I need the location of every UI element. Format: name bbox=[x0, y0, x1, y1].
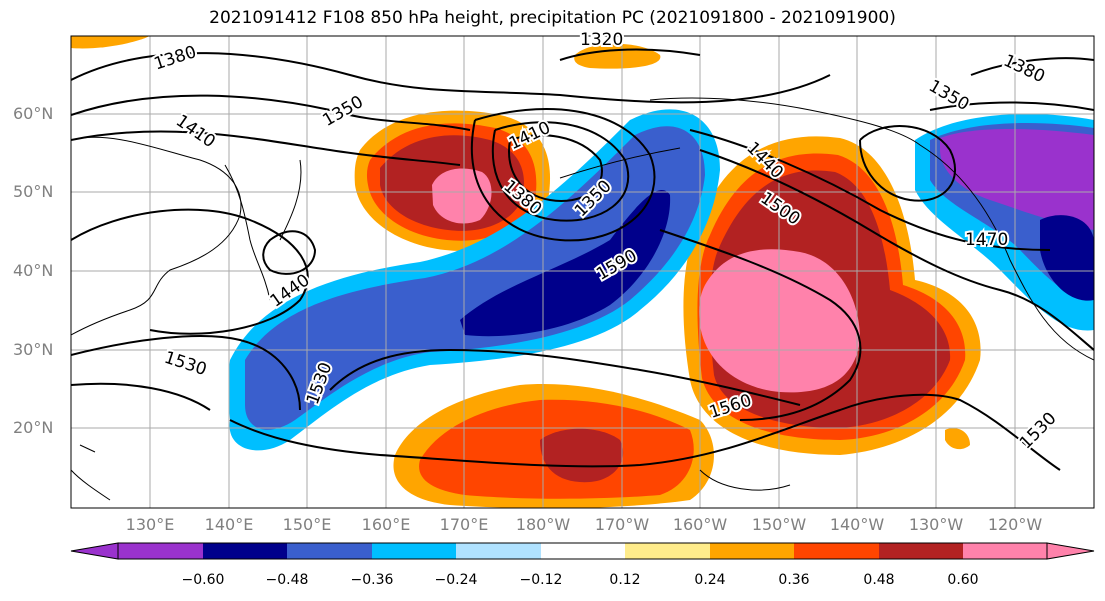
precipitation-shading bbox=[71, 36, 1094, 508]
coastlines bbox=[71, 97, 1094, 501]
colorbar-swatch bbox=[118, 543, 203, 559]
map-title: 2021091412 F108 850 hPa height, precipit… bbox=[209, 8, 896, 28]
lon-label: 180°W bbox=[515, 515, 571, 534]
colorbar-tick-label: 0.60 bbox=[947, 572, 979, 588]
lon-label: 140°W bbox=[829, 515, 885, 534]
contour-label: 1470 bbox=[965, 230, 1008, 250]
colorbar-swatch bbox=[710, 543, 794, 559]
lon-label: 120°W bbox=[987, 515, 1043, 534]
colorbar-swatch bbox=[541, 543, 625, 559]
colorbar-swatch bbox=[287, 543, 372, 559]
lat-label: 20°N bbox=[13, 418, 54, 437]
lon-label: 170°E bbox=[439, 515, 489, 534]
colorbar-tick-label: −0.24 bbox=[434, 572, 478, 588]
lat-label: 60°N bbox=[13, 104, 54, 123]
height-contours bbox=[71, 48, 1094, 471]
colorbar-swatch bbox=[372, 543, 456, 559]
lon-label: 150°W bbox=[751, 515, 807, 534]
lat-label: 40°N bbox=[13, 261, 54, 280]
colorbar bbox=[70, 542, 1095, 560]
lat-label: 30°N bbox=[13, 340, 54, 359]
colorbar-swatch bbox=[879, 543, 963, 559]
contour-label: 1320 bbox=[580, 30, 623, 50]
colorbar-tick-label: −0.60 bbox=[181, 572, 225, 588]
colorbar-tick-label: 0.48 bbox=[863, 572, 895, 588]
colorbar-swatch bbox=[456, 543, 541, 559]
lat-label: 50°N bbox=[13, 182, 54, 201]
lon-label: 130°W bbox=[908, 515, 964, 534]
colorbar-swatch bbox=[203, 543, 287, 559]
colorbar-swatch bbox=[794, 543, 879, 559]
map-frame bbox=[70, 35, 1095, 509]
lon-label: 140°E bbox=[204, 515, 254, 534]
colorbar-max-extension bbox=[1046, 542, 1095, 560]
lon-label: 150°E bbox=[282, 515, 332, 534]
colorbar-tick-label: −0.12 bbox=[519, 572, 563, 588]
lon-label: 160°E bbox=[361, 515, 411, 534]
colorbar-tick-label: −0.48 bbox=[265, 572, 309, 588]
colorbar-tick-label: 0.24 bbox=[694, 572, 726, 588]
lon-label: 170°W bbox=[594, 515, 650, 534]
colorbar-tick-label: 0.12 bbox=[609, 572, 641, 588]
lon-label: 160°W bbox=[672, 515, 728, 534]
colorbar-min-extension bbox=[70, 542, 119, 560]
colorbar-tick-label: 0.36 bbox=[778, 572, 810, 588]
colorbar-tick-label: −0.36 bbox=[350, 572, 394, 588]
colorbar-swatch bbox=[625, 543, 710, 559]
graticule bbox=[71, 36, 1094, 508]
lon-label: 130°E bbox=[125, 515, 175, 534]
colorbar-swatch bbox=[963, 543, 1047, 559]
